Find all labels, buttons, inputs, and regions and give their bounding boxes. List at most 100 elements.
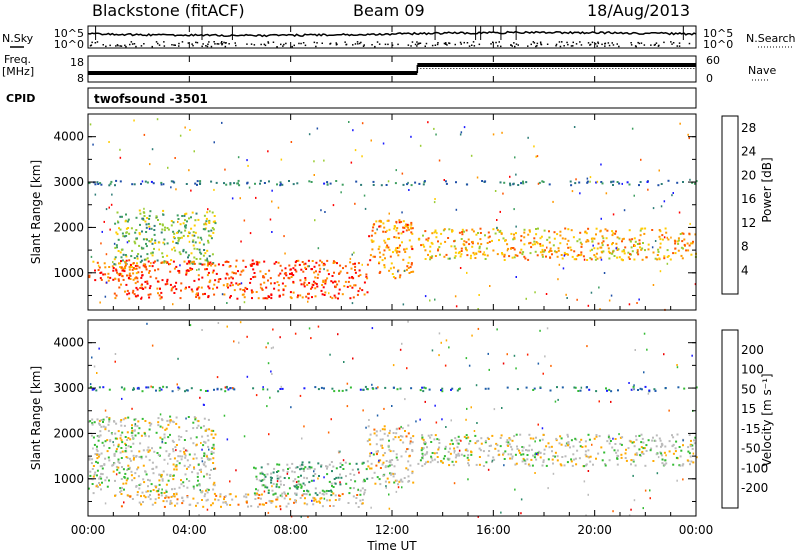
- nave-dot: [579, 68, 581, 69]
- data-cell: [96, 261, 99, 264]
- data-cell: [240, 270, 243, 273]
- data-cell: [661, 234, 664, 237]
- data-cell: [458, 454, 461, 457]
- data-cell: [208, 448, 210, 451]
- data-cell: [441, 390, 444, 393]
- data-cell: [536, 451, 539, 454]
- data-cell: [576, 298, 578, 301]
- data-cell: [661, 444, 664, 447]
- data-cell: [559, 242, 562, 245]
- data-cell: [361, 498, 364, 501]
- data-cell: [682, 463, 685, 466]
- nave-dot: [624, 68, 626, 69]
- data-cell: [283, 497, 286, 500]
- data-cell: [201, 448, 203, 451]
- data-cell: [587, 470, 590, 472]
- data-cell: [166, 473, 169, 476]
- data-cell: [268, 499, 271, 502]
- data-cell: [103, 444, 105, 447]
- data-cell: [398, 236, 400, 239]
- data-cell: [669, 258, 672, 261]
- data-cell: [591, 248, 593, 251]
- nave-dot: [181, 73, 182, 74]
- data-cell: [178, 426, 181, 429]
- data-cell: [604, 228, 607, 231]
- data-cell: [122, 418, 125, 421]
- noise-left-tick-bottom: 10^0: [54, 38, 84, 51]
- data-cell: [340, 191, 342, 194]
- search-noise-dot: [407, 44, 410, 46]
- data-cell: [130, 431, 133, 434]
- data-cell: [342, 468, 345, 470]
- nave-dot: [121, 73, 122, 74]
- data-cell: [120, 283, 122, 286]
- nave-dot: [169, 73, 170, 74]
- data-cell: [546, 246, 548, 249]
- data-cell: [151, 254, 154, 257]
- data-cell: [447, 237, 450, 239]
- data-cell: [115, 294, 118, 297]
- data-cell: [529, 230, 531, 233]
- data-cell: [683, 387, 686, 390]
- data-cell: [125, 227, 128, 230]
- data-cell: [361, 289, 364, 292]
- data-cell: [348, 492, 351, 495]
- data-cell: [320, 464, 323, 467]
- data-cell: [506, 386, 509, 389]
- data-cell: [130, 470, 133, 473]
- data-cell: [541, 438, 544, 441]
- data-cell: [471, 242, 474, 245]
- data-cell: [136, 280, 139, 283]
- data-cell: [136, 264, 139, 267]
- data-cell: [486, 436, 489, 439]
- data-cell: [507, 441, 510, 444]
- data-cell: [443, 455, 446, 458]
- data-cell: [134, 418, 137, 421]
- data-cell: [658, 169, 660, 172]
- data-cell: [188, 262, 191, 265]
- data-cell: [311, 499, 313, 502]
- data-cell: [202, 228, 205, 231]
- data-cell: [255, 196, 257, 199]
- data-cell: [410, 135, 412, 138]
- data-cell: [465, 241, 468, 244]
- data-cell: [348, 462, 351, 465]
- data-cell: [590, 291, 593, 294]
- data-cell: [196, 292, 199, 295]
- data-cell: [156, 259, 159, 262]
- data-cell: [243, 495, 246, 498]
- data-cell: [677, 237, 680, 240]
- data-cell: [119, 451, 122, 454]
- data-cell: [210, 452, 213, 455]
- data-cell: [276, 477, 279, 480]
- x-tick-label: 04:00: [172, 523, 207, 537]
- data-cell: [485, 461, 488, 464]
- data-cell: [571, 190, 574, 193]
- data-cell: [632, 459, 635, 462]
- data-cell: [447, 450, 450, 453]
- data-cell: [347, 280, 350, 283]
- data-cell: [229, 183, 232, 186]
- data-cell: [406, 367, 408, 370]
- data-cell: [501, 253, 504, 256]
- data-cell: [147, 386, 150, 389]
- data-cell: [120, 505, 123, 508]
- data-cell: [279, 483, 282, 486]
- nave-dot: [328, 73, 329, 74]
- data-cell: [289, 498, 292, 501]
- data-cell: [137, 253, 140, 255]
- data-cell: [566, 461, 569, 464]
- data-cell: [146, 181, 149, 184]
- data-cell: [566, 297, 568, 299]
- data-cell: [401, 427, 404, 430]
- data-cell: [454, 255, 457, 258]
- data-cell: [365, 273, 368, 276]
- data-cell: [548, 230, 550, 233]
- data-cell: [210, 429, 213, 432]
- data-cell: [210, 237, 213, 240]
- data-cell: [153, 233, 156, 236]
- data-cell: [276, 183, 278, 186]
- data-cell: [341, 293, 344, 296]
- data-cell: [323, 497, 326, 500]
- data-cell: [131, 429, 134, 432]
